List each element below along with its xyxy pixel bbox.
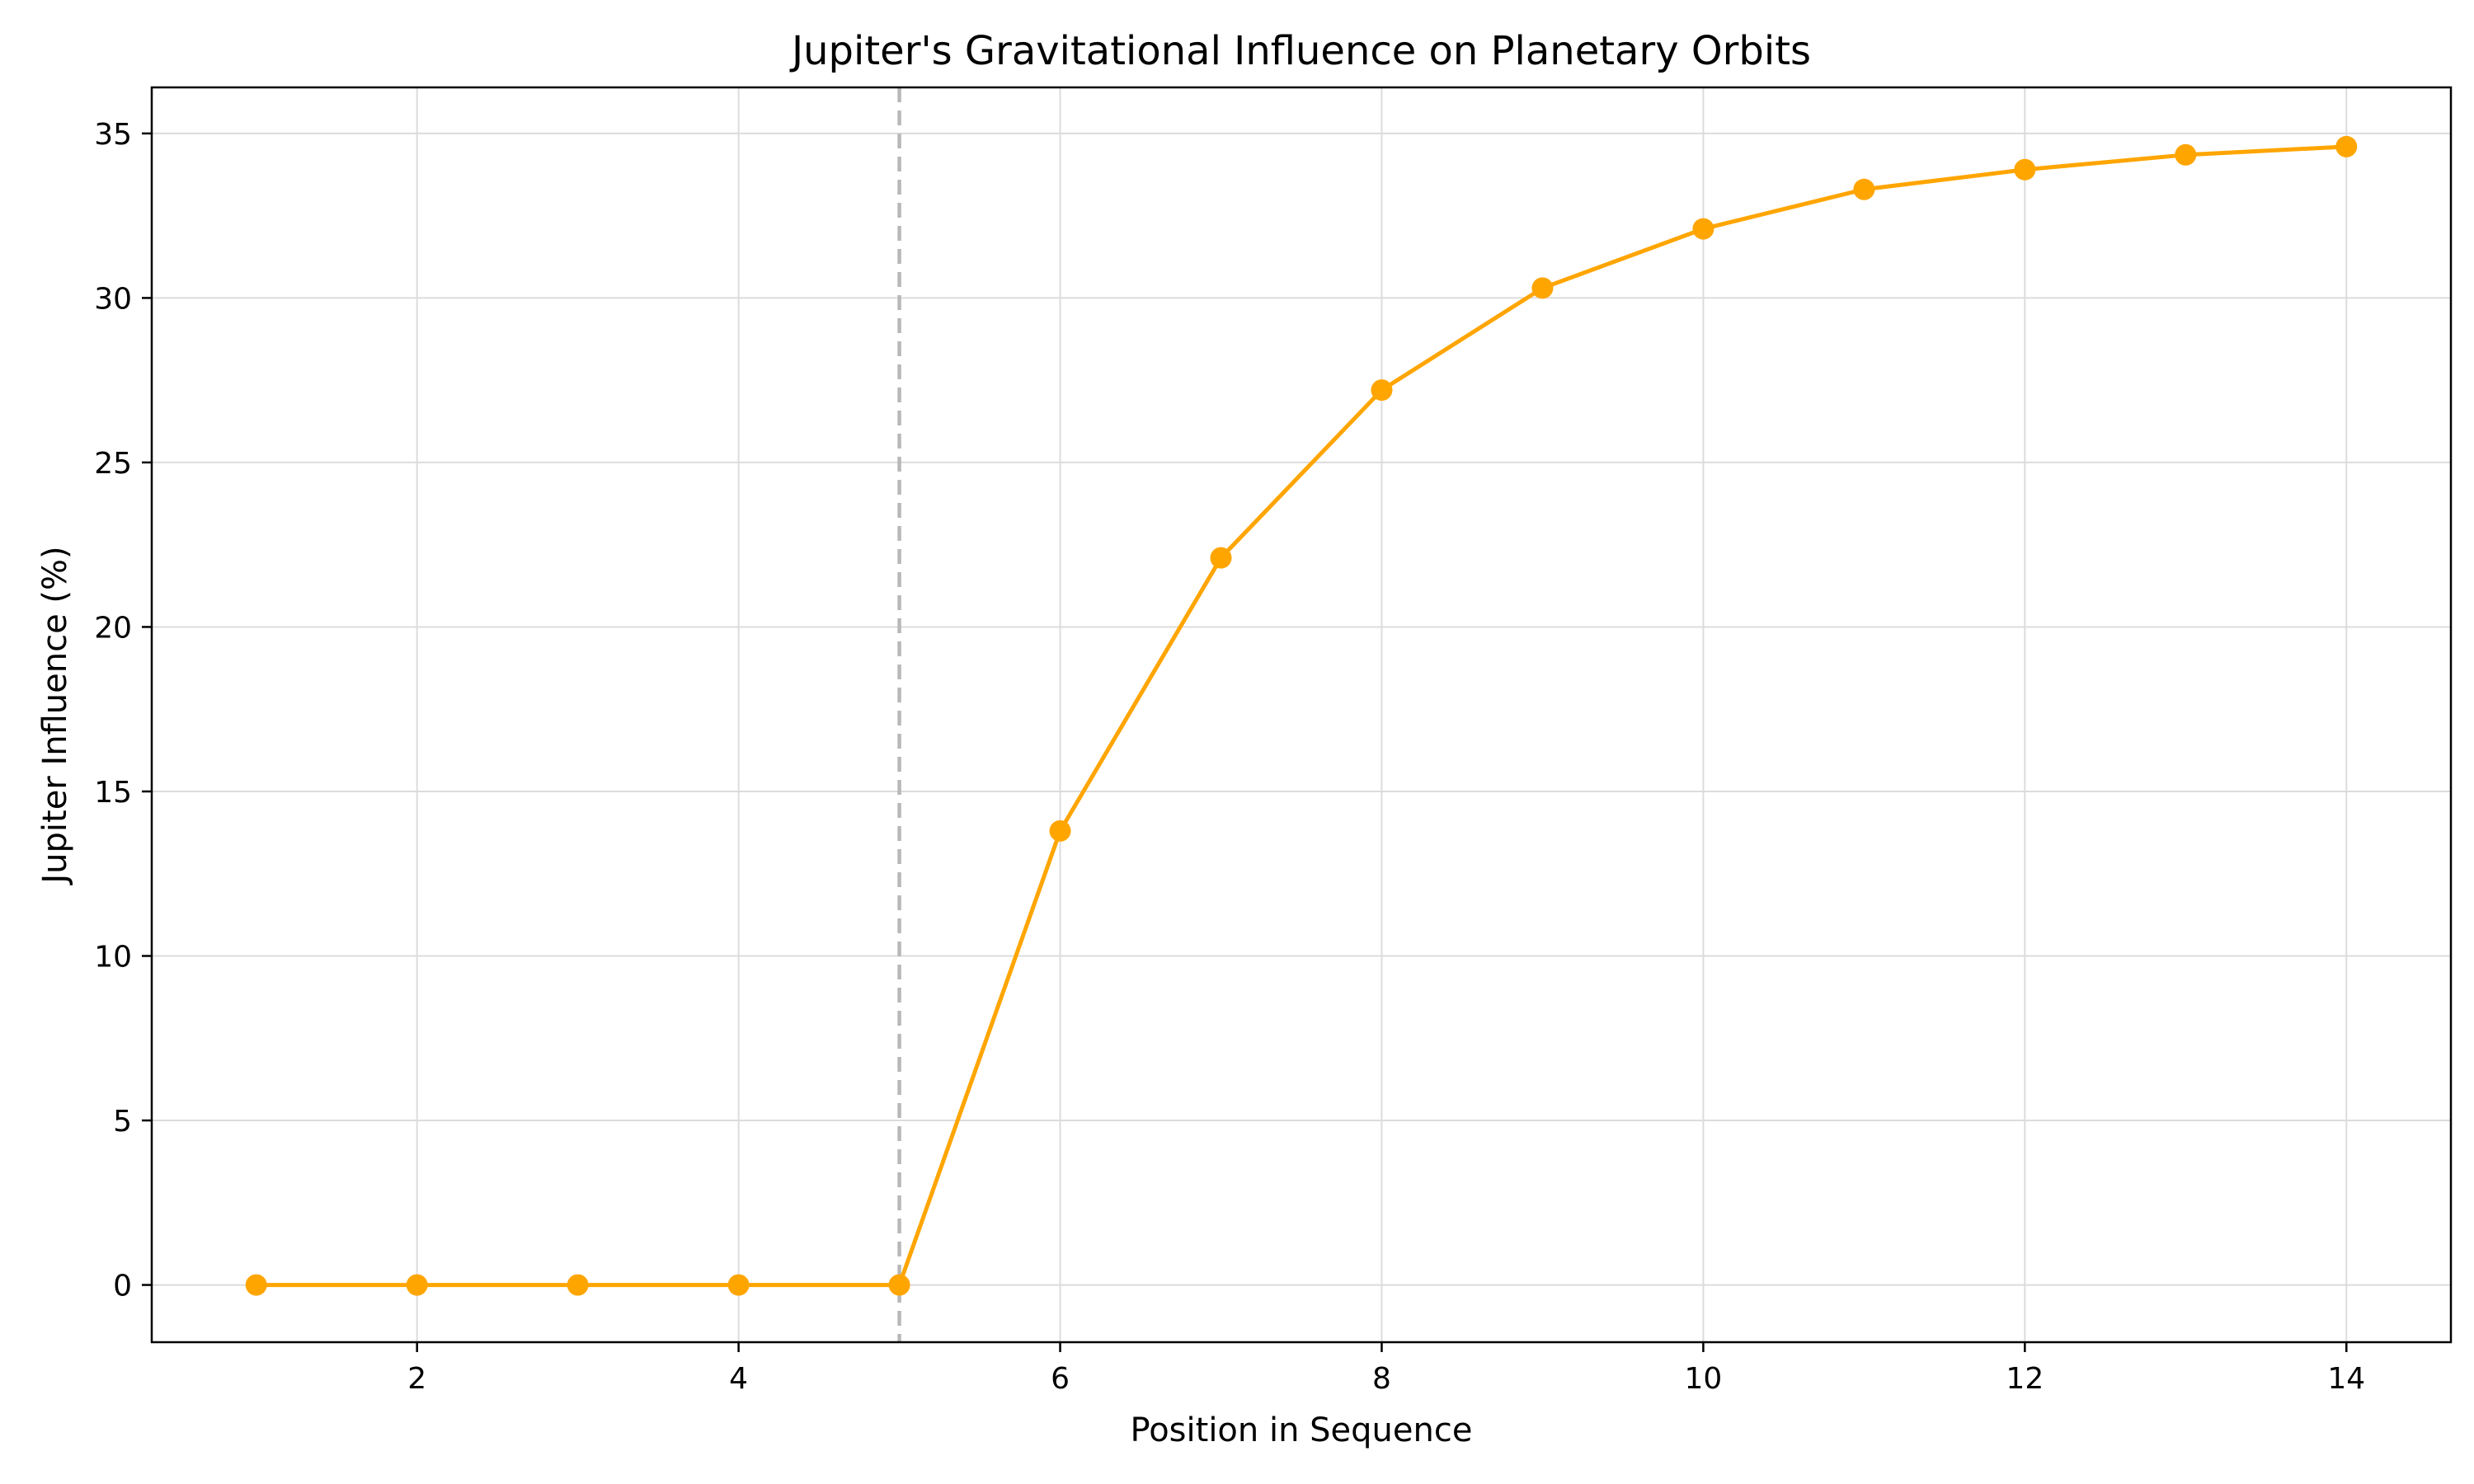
data-point xyxy=(245,1274,267,1296)
y-tick-label: 20 xyxy=(94,611,132,645)
x-tick-label: 14 xyxy=(2327,1362,2365,1396)
data-point xyxy=(1371,379,1393,402)
y-tick-label: 10 xyxy=(94,941,132,974)
y-tick-label: 35 xyxy=(94,118,132,152)
data-point xyxy=(2175,143,2197,166)
data-point xyxy=(1049,819,1071,842)
x-tick-label: 8 xyxy=(1372,1362,1391,1396)
data-point xyxy=(1853,178,1875,200)
y-tick-label: 5 xyxy=(113,1105,132,1139)
data-point xyxy=(1692,218,1714,240)
x-tick-label: 12 xyxy=(2006,1362,2044,1396)
data-point xyxy=(1531,277,1554,299)
y-axis-ticks: 0 5 10 15 20 25 30 35 xyxy=(94,118,152,1303)
data-point xyxy=(567,1274,589,1296)
series-layer xyxy=(245,135,2358,1296)
chart-title: Jupiter's Gravitational Influence on Pla… xyxy=(789,28,1811,74)
y-tick-label: 25 xyxy=(94,447,132,481)
data-point xyxy=(406,1274,428,1296)
x-axis-ticks: 2 4 6 8 10 12 14 xyxy=(407,1342,2365,1396)
y-tick-label: 0 xyxy=(113,1270,132,1303)
grid xyxy=(152,87,2451,1342)
x-tick-label: 4 xyxy=(729,1362,748,1396)
y-axis-label: Jupiter Influence (%) xyxy=(36,546,74,885)
series-line xyxy=(256,144,2347,1288)
x-tick-label: 10 xyxy=(1685,1362,1723,1396)
data-point xyxy=(2335,135,2358,157)
data-point xyxy=(1210,547,1232,569)
data-point xyxy=(727,1274,750,1296)
data-point xyxy=(888,1274,910,1296)
plot-frame xyxy=(150,86,2453,1344)
x-tick-label: 6 xyxy=(1051,1362,1070,1396)
data-point xyxy=(2014,158,2036,181)
y-tick-label: 30 xyxy=(94,282,132,316)
x-axis-label: Position in Sequence xyxy=(1131,1411,1473,1449)
x-tick-label: 2 xyxy=(407,1362,426,1396)
y-tick-label: 15 xyxy=(94,776,132,810)
